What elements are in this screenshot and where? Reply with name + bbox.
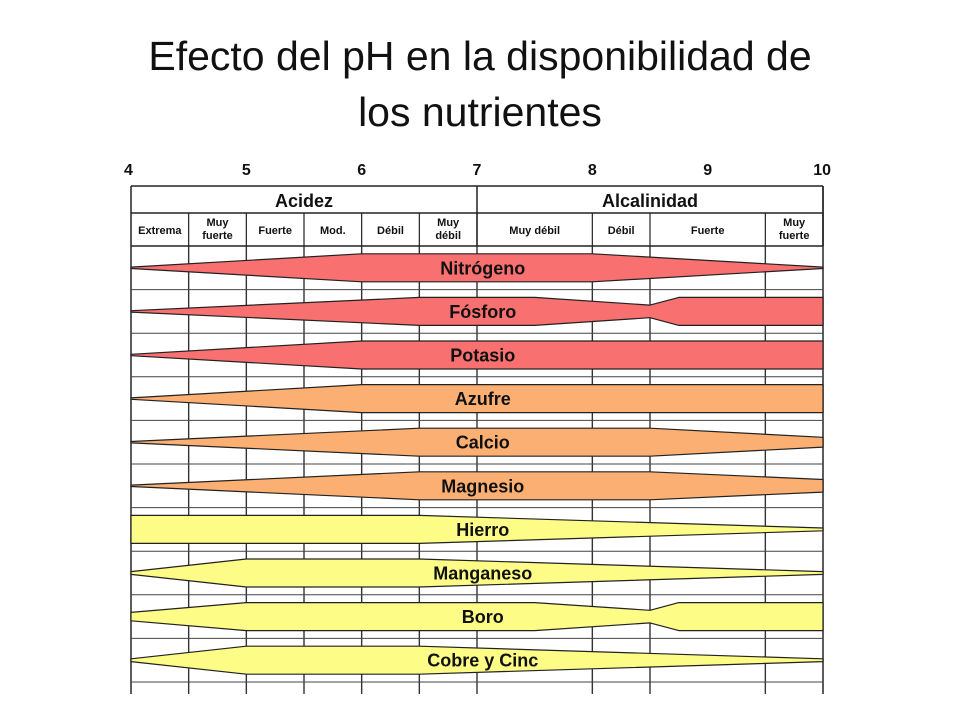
nutrient-label: Magnesio [441, 476, 524, 496]
ph-tick-label: 7 [473, 162, 482, 179]
subgroup-label: Muy [437, 217, 460, 229]
nutrient-band [130, 253, 824, 283]
nutrient-band [130, 514, 824, 545]
slide-title-line-1: Efecto del pH en la disponibilidad de [148, 33, 812, 79]
subgroup-label: Débil [377, 225, 404, 237]
subgroup-label: Fuerte [691, 225, 725, 237]
ph-tick-labels: 4 5 6 7 8 9 10 [124, 162, 831, 179]
nutrient-label: Hierro [456, 520, 509, 540]
nutrient-bands: Nitrógeno Fósforo Potasio Azufre Calcio Magne… [130, 253, 824, 675]
nutrient-label: Manganeso [433, 564, 532, 584]
ph-tick-label: 4 [124, 162, 133, 179]
nutrient-label: Fósforo [449, 302, 516, 322]
subgroup-label: débil [435, 230, 461, 242]
ph-tick-label: 5 [242, 162, 251, 179]
subgroup-label: Débil [608, 225, 635, 237]
nutrient-band [130, 384, 824, 414]
ph-tick-label: 9 [703, 162, 712, 179]
subgroup-label: Muy [207, 217, 230, 229]
nutrient-band [130, 558, 824, 588]
subgroup-label: Muy [783, 217, 806, 229]
nutrient-band [130, 645, 824, 675]
subgroup-label: Muy débil [509, 225, 560, 237]
nutrient-band [130, 296, 824, 326]
group-label: Acidez [275, 191, 333, 211]
nutrient-label: Cobre y Cinc [427, 651, 538, 671]
subgroup-label: Mod. [320, 225, 346, 237]
nutrient-label: Calcio [456, 433, 510, 453]
slide-title: Efecto del pH en la disponibilidad de lo… [0, 28, 960, 140]
nutrient-band [130, 427, 824, 457]
subgroup-label: Extrema [138, 225, 182, 237]
subgroup-label: fuerte [202, 230, 233, 242]
slide-title-line-2: los nutrientes [358, 89, 602, 135]
nutrient-band [130, 340, 824, 370]
nutrient-label: Nitrógeno [440, 258, 525, 278]
nutrient-label: Azufre [455, 389, 511, 409]
ph-tick-label: 8 [588, 162, 597, 179]
ph-tick-label: 6 [357, 162, 366, 179]
nutrient-band [130, 601, 824, 632]
subgroup-label: fuerte [779, 230, 810, 242]
nutrient-label: Boro [462, 607, 504, 627]
group-label: Alcalinidad [602, 191, 698, 211]
ph-tick-label: 10 [813, 162, 831, 179]
nutrient-label: Potasio [450, 346, 515, 366]
nutrient-band [130, 471, 824, 501]
subgroup-label: Fuerte [258, 225, 292, 237]
